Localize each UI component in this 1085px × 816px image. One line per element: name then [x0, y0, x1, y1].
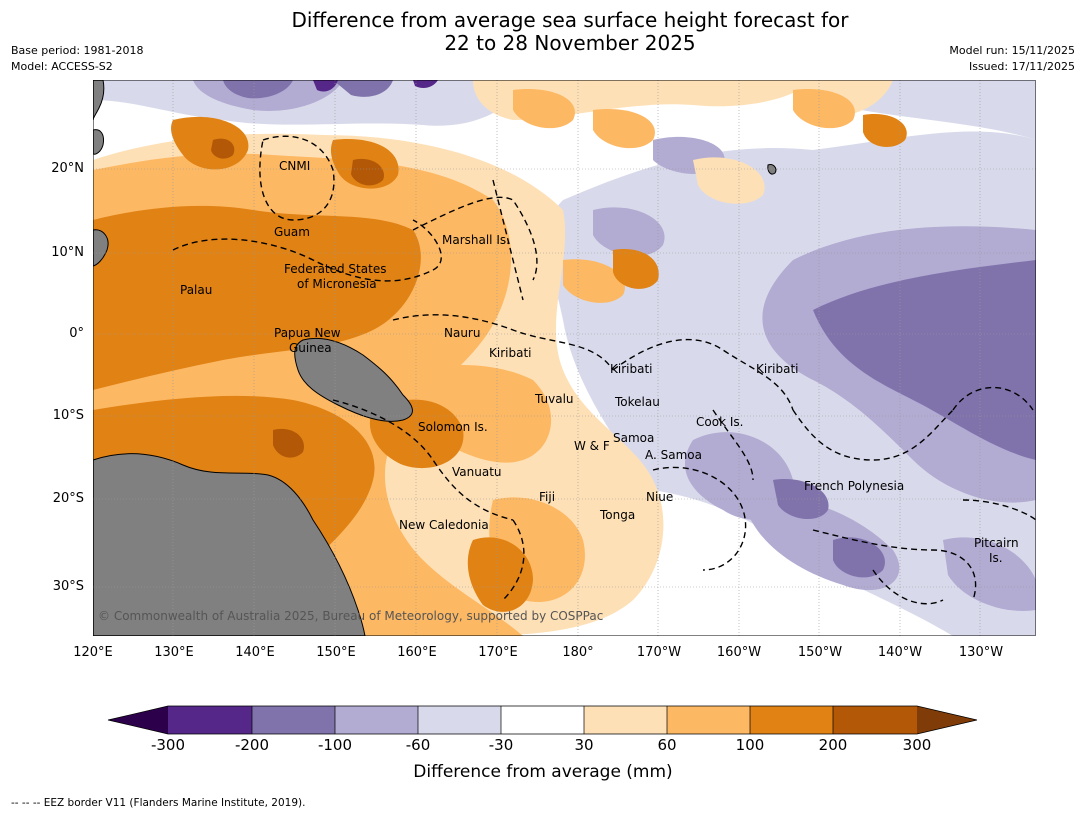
lon-tick: 150°E	[316, 645, 356, 660]
map-svg: CNMI Guam Federated States of Micronesia…	[93, 80, 1036, 636]
colorbar-title: Difference from average (mm)	[413, 762, 673, 782]
colorbar-swatch	[833, 706, 917, 734]
lon-tick: 170°E	[478, 645, 518, 660]
map-title-line2: 22 to 28 November 2025	[444, 31, 696, 55]
place-labels: CNMI Guam Federated States of Micronesia…	[98, 159, 1019, 623]
label-nauru: Nauru	[444, 326, 480, 340]
lon-tick: 180°	[562, 645, 594, 660]
sea-level-map: CNMI Guam Federated States of Micronesia…	[93, 80, 1036, 636]
lat-tick: 20°S	[52, 491, 84, 506]
colorbar-label: 100	[735, 736, 765, 754]
model-name: Model: ACCESS-S2	[11, 60, 113, 73]
eez-footnote: -- -- -- EEZ border V11 (Flanders Marine…	[11, 797, 306, 809]
label-guam: Guam	[274, 225, 310, 239]
colorbar-label: 300	[902, 736, 932, 754]
colorbar-label: -60	[405, 736, 431, 754]
model-run: Model run: 15/11/2025	[949, 44, 1075, 57]
lon-tick: 140°W	[877, 645, 923, 660]
colorbar-swatch	[168, 706, 252, 734]
new-guinea-landmass	[294, 337, 413, 422]
lat-tick: 0°	[69, 326, 84, 341]
lat-tick: 20°N	[51, 161, 84, 176]
label-marshall: Marshall Is.	[442, 233, 510, 247]
lat-tick: 10°S	[52, 408, 84, 423]
lon-tick: 160°E	[397, 645, 437, 660]
colorbar-label: 60	[657, 736, 677, 754]
lon-tick: 140°E	[235, 645, 275, 660]
label-pitcairn-line1: Pitcairn	[974, 536, 1019, 550]
label-niue: Niue	[646, 490, 673, 504]
colorbar-swatch	[418, 706, 501, 734]
lon-tick: 130°W	[958, 645, 1004, 660]
sulawesi-landmass	[93, 229, 109, 267]
eez-borders	[172, 135, 1036, 605]
label-fsm-line1: Federated States	[284, 262, 386, 276]
label-french-polynesia: French Polynesia	[804, 479, 904, 493]
colorbar-max-extension	[917, 706, 977, 734]
colorbar	[107, 705, 978, 735]
label-tokelau: Tokelau	[614, 395, 660, 409]
map-grid	[93, 80, 1036, 636]
label-kiribati-central: Kiribati	[610, 362, 652, 376]
label-solomon: Solomon Is.	[418, 420, 488, 434]
label-png-line1: Papua New	[274, 326, 341, 340]
colorbar-swatch	[335, 706, 418, 734]
colorbar-swatch	[501, 706, 584, 734]
map-title-line1: Difference from average sea surface heig…	[291, 8, 849, 32]
label-kiribati-west: Kiribati	[489, 346, 531, 360]
label-samoa: Samoa	[613, 431, 654, 445]
colorbar-label: 200	[818, 736, 848, 754]
label-wallis-futuna: W & F	[574, 439, 610, 453]
label-png-line2: Guinea	[289, 341, 332, 355]
copyright-notice: © Commonwealth of Australia 2025, Bureau…	[98, 609, 603, 623]
anomaly-brown	[211, 138, 384, 458]
colorbar-swatch	[750, 706, 833, 734]
anomaly-deepest-purple	[313, 80, 438, 92]
colorbar-swatch	[252, 706, 335, 734]
label-tuvalu: Tuvalu	[534, 392, 574, 406]
colorbar-label: -200	[234, 736, 270, 754]
colorbar-min-extension	[108, 706, 168, 734]
label-tonga: Tonga	[599, 508, 635, 522]
lon-tick: 150°W	[797, 645, 843, 660]
map-border	[93, 80, 1036, 636]
lat-tick: 10°N	[51, 245, 84, 260]
label-cook: Cook Is.	[696, 415, 743, 429]
colorbar-label: 30	[574, 736, 594, 754]
colorbar-label: -30	[488, 736, 514, 754]
philippines-landmass	[93, 129, 104, 155]
label-fsm-line2: of Micronesia	[297, 277, 377, 291]
label-palau: Palau	[180, 283, 212, 297]
lon-tick: 130°E	[154, 645, 194, 660]
label-cnmi: CNMI	[279, 159, 310, 173]
label-american-samoa: A. Samoa	[645, 448, 702, 462]
lat-tick: 30°S	[52, 579, 84, 594]
lon-tick: 170°W	[636, 645, 682, 660]
colorbar-label: -300	[150, 736, 186, 754]
label-vanuatu: Vanuatu	[452, 465, 502, 479]
label-new-caledonia: New Caledonia	[399, 518, 489, 532]
label-kiribati-east: Kiribati	[756, 362, 798, 376]
issued-date: Issued: 17/11/2025	[968, 60, 1075, 73]
colorbar-swatch	[667, 706, 750, 734]
label-pitcairn-line2: Is.	[989, 551, 1003, 565]
colorbar-label: -100	[317, 736, 353, 754]
lon-tick: 160°W	[716, 645, 762, 660]
label-fiji: Fiji	[539, 490, 555, 504]
lon-tick: 120°E	[73, 645, 113, 660]
colorbar-swatch	[584, 706, 667, 734]
base-period: Base period: 1981-2018	[11, 44, 144, 57]
